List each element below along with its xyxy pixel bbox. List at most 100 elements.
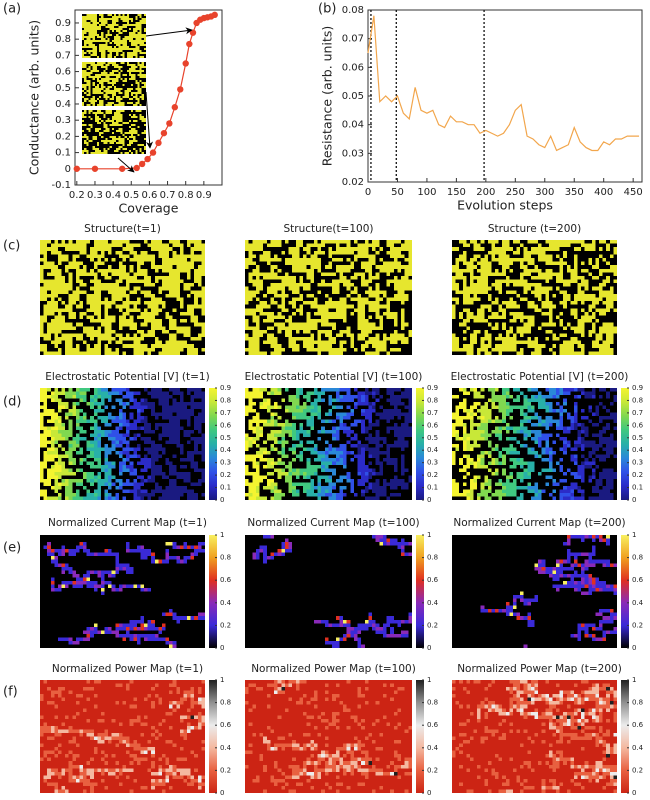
colorbar-tick-label: 0.2	[220, 621, 231, 629]
data-point	[177, 86, 184, 93]
colorbar-tick-label: 0.6	[220, 576, 232, 584]
map-pixels	[357, 388, 412, 500]
map-image	[40, 535, 206, 648]
colorbar-tick-label: 0.5	[632, 434, 643, 442]
data-point	[171, 104, 179, 111]
map-pixels	[491, 687, 617, 779]
map-pixels	[82, 110, 146, 154]
colorbar-tick-label: 0.2	[220, 766, 231, 774]
y-axis-label: Conductance (arb. units)	[27, 20, 42, 175]
colorbar-tick-label: 0.6	[632, 721, 644, 729]
colorbar-tick-label: 1	[427, 531, 431, 539]
colorbar-tick-label: 0.4	[427, 744, 439, 752]
colorbar	[621, 388, 629, 500]
x-axis-label: Evolution steps	[457, 198, 553, 213]
map-pixels	[245, 680, 412, 793]
colorbar	[416, 388, 424, 500]
x-tick-label: 100	[417, 187, 436, 198]
colorbar-tick-label: 0.4	[427, 599, 439, 607]
colorbar-tick-label: 0	[220, 789, 224, 797]
map-image	[40, 680, 206, 793]
map-pixels	[343, 388, 380, 497]
y-tick-label: 0.04	[342, 120, 364, 131]
map-pixels	[538, 388, 582, 500]
map-pixels	[452, 388, 485, 500]
colorbar-tick-label: 0.4	[220, 446, 232, 454]
map-pixels	[455, 388, 499, 500]
colorbar-tick-label: 1	[220, 676, 224, 684]
map-title: Electrostatic Potential [V] (t=200)	[451, 371, 629, 383]
x-tick-label: 0	[365, 187, 371, 198]
y-tick-label: -0.1	[51, 180, 71, 191]
map-pixels	[477, 680, 617, 793]
colorbar	[209, 680, 217, 793]
colorbar-tick-label: 0	[427, 644, 431, 652]
y-tick-label: 0.03	[342, 148, 364, 159]
map-pixels	[505, 388, 553, 500]
map-pixels	[277, 388, 322, 497]
x-tick-label: 300	[535, 187, 554, 198]
colorbar-tick-label: 0.4	[427, 446, 439, 454]
map-image	[452, 680, 617, 793]
map-pixels	[118, 388, 152, 500]
y-tick-label: 0.8	[55, 34, 71, 45]
map-pixels	[68, 388, 101, 500]
panel-label: (c)	[3, 239, 20, 254]
arrow	[145, 27, 193, 37]
colorbar-tick-label: 0	[427, 789, 431, 797]
map-pixels	[477, 388, 513, 500]
x-tick-label: 250	[506, 187, 525, 198]
map-image	[452, 240, 617, 355]
x-tick-label: 0.9	[196, 190, 212, 201]
data-point	[73, 165, 81, 172]
y-tick-label: 0.06	[342, 62, 364, 73]
map-pixels	[133, 388, 205, 500]
inset-image	[82, 110, 146, 154]
colorbar-tick-label: 0.9	[427, 384, 438, 392]
colorbar-tick-label: 0.8	[220, 699, 231, 707]
y-tick-label: 0.5	[55, 83, 71, 94]
colorbar-tick-label: 0.2	[632, 766, 643, 774]
x-tick-label: 200	[476, 187, 495, 198]
y-tick-label: 0	[65, 164, 71, 175]
series-line	[367, 15, 640, 152]
arrow	[145, 91, 154, 149]
x-axis-label: Coverage	[119, 201, 179, 216]
colorbar-tick-label: 0.2	[632, 621, 643, 629]
y-tick-label: 0.4	[55, 99, 71, 110]
x-tick-label: 350	[565, 187, 584, 198]
colorbar-tick-label: 0.6	[427, 421, 439, 429]
map-pixels	[263, 680, 409, 779]
map-pixels	[190, 715, 195, 719]
x-tick-label: 50	[391, 187, 404, 198]
data-point	[118, 165, 126, 172]
data-point	[138, 160, 146, 168]
colorbar-tick-label: 0.8	[427, 396, 438, 404]
map-pixels	[495, 388, 535, 497]
colorbar-tick-label: 0.7	[632, 409, 643, 417]
map-image	[452, 388, 617, 500]
data-point	[91, 165, 99, 172]
map-image	[245, 535, 412, 648]
map-title: Normalized Power Map (t=200)	[457, 663, 622, 675]
data-point	[155, 139, 162, 147]
data-point	[144, 155, 151, 163]
map-image	[40, 240, 205, 355]
map-image	[452, 535, 617, 648]
panel-label: (d)	[3, 395, 21, 410]
y-tick-label: 0.6	[55, 67, 71, 78]
map-title: Normalized Power Map (t=1)	[52, 663, 203, 675]
panel-label: (a)	[3, 2, 21, 17]
map-pixels	[245, 535, 412, 648]
map-pixels	[82, 62, 146, 106]
colorbar	[621, 680, 629, 793]
panel-label: (f)	[3, 685, 18, 700]
x-tick-label: 0.5	[123, 190, 139, 201]
plot-frame	[367, 9, 643, 183]
x-tick-label: 0.3	[87, 190, 103, 201]
map-title: Electrostatic Potential [V] (t=100)	[245, 371, 423, 383]
map-pixels	[573, 388, 617, 500]
colorbar-tick-label: 0.3	[632, 459, 643, 467]
